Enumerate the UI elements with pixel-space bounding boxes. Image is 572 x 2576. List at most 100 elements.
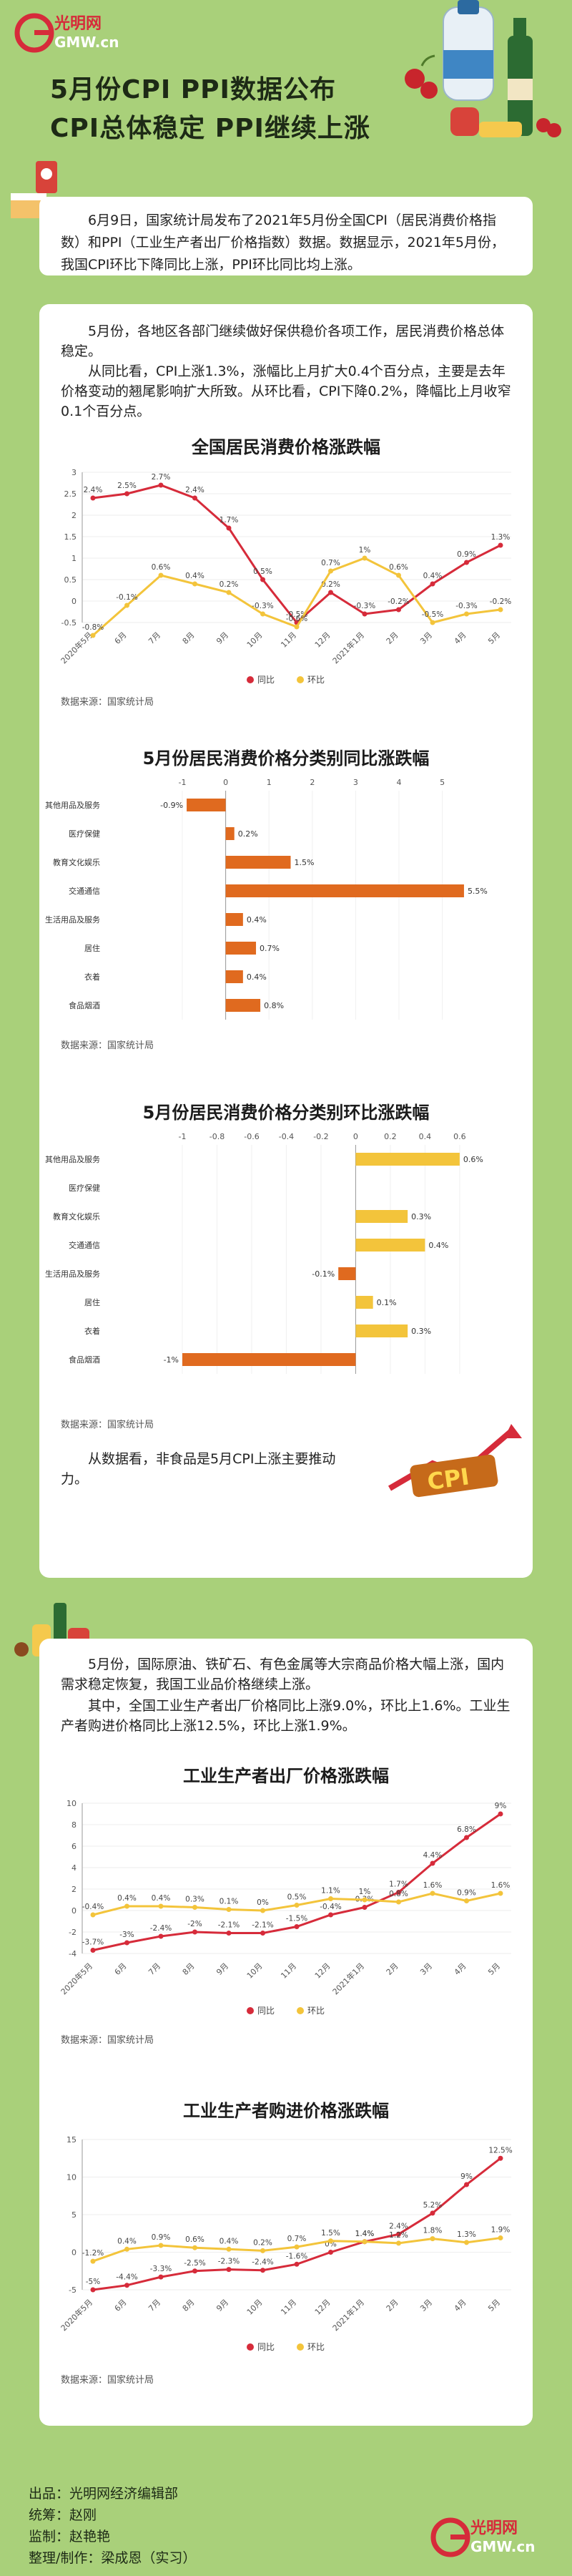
data-label: 0% (257, 1898, 269, 1907)
cpi-closing-text: 从数据看，非食品是5月CPI上涨主要推动力。 (61, 1451, 336, 1487)
legend-marker (247, 2343, 254, 2351)
y-tick-label: 0 (72, 1906, 77, 1916)
x-tick-label: -0.2 (313, 1132, 328, 1141)
data-point (192, 581, 197, 587)
x-tick-label: 6月 (113, 630, 129, 646)
category-label: 交通通信 (69, 1240, 100, 1250)
data-point (124, 602, 129, 608)
x-tick-label: -1 (179, 1132, 187, 1141)
category-label: 医疗保健 (69, 1183, 100, 1193)
bar-value-label: 0.1% (377, 1298, 397, 1307)
data-point (192, 2268, 197, 2274)
data-label: -0.5% (422, 610, 443, 619)
data-label: 1.8% (423, 2227, 443, 2235)
data-point (158, 482, 164, 488)
data-point (362, 1905, 368, 1910)
data-point (124, 491, 129, 497)
data-point (124, 1940, 129, 1946)
data-label: 0.2% (220, 580, 239, 589)
data-point (124, 2246, 129, 2252)
y-tick-label: 1 (72, 554, 77, 563)
data-label: 0.6% (389, 563, 408, 572)
cpi-para-2: 从同比看，CPI上涨1.3%，涨幅比上月扩大0.4个百分点，主要是去年价格变动的… (61, 364, 511, 419)
legend-label: 环比 (307, 2342, 325, 2352)
data-label: 0.5% (253, 567, 272, 576)
x-tick-label: 2021年1月 (330, 1961, 366, 1996)
legend-marker (247, 2007, 254, 2014)
x-tick-label: 7月 (147, 1961, 162, 1977)
data-label: 0.4% (152, 1894, 171, 1903)
data-label: 0.7% (287, 2235, 307, 2243)
y-tick-label: 6 (72, 1842, 77, 1851)
bar-value-label: 0.4% (428, 1241, 448, 1250)
x-tick-label: -1 (179, 778, 187, 787)
data-label: 0.9% (457, 1889, 476, 1898)
x-tick-label: 4月 (453, 630, 468, 646)
data-label: 12.5% (488, 2146, 512, 2155)
data-point (328, 1896, 333, 1901)
data-point (124, 2283, 129, 2288)
data-point (396, 607, 401, 613)
y-tick-label: 10 (66, 1799, 77, 1808)
data-label: 4.4% (423, 1851, 443, 1860)
x-tick-label: 6月 (113, 2298, 129, 2313)
category-label: 衣着 (84, 972, 100, 982)
x-tick-label: 3月 (418, 1961, 434, 1977)
header-decoration (400, 0, 572, 186)
y-tick-label: -4 (69, 1949, 77, 1958)
logo-cn: 光明网 (54, 15, 102, 33)
data-label: 0.5% (287, 1893, 307, 1902)
data-label: -2.3% (218, 2258, 240, 2266)
data-point (464, 1898, 469, 1903)
data-point (260, 2248, 265, 2253)
y-tick-label: 2 (72, 511, 77, 520)
data-label: 0.4% (423, 572, 443, 580)
data-label: -0.3% (354, 602, 375, 610)
data-point (226, 1907, 232, 1912)
data-label: 1% (359, 1888, 371, 1896)
data-label: 9% (495, 1802, 507, 1810)
data-point (90, 1948, 96, 1953)
data-label: -2% (187, 1920, 202, 1928)
x-tick-label: 0 (353, 1132, 358, 1141)
data-label: -3.7% (82, 1938, 104, 1947)
data-point (498, 542, 503, 548)
x-tick-label: 10月 (245, 630, 265, 650)
bar (225, 884, 464, 897)
bar-value-label: -0.9% (160, 801, 183, 810)
bar-value-label: -0.1% (312, 1269, 335, 1279)
data-point (498, 607, 503, 613)
data-point (260, 2268, 265, 2273)
cpi-badge-text: CPI (425, 1463, 471, 1496)
data-label: -0.2% (490, 597, 511, 606)
data-point (430, 620, 435, 625)
bar (182, 1353, 356, 1366)
data-point (192, 1929, 197, 1935)
data-label: -2.1% (252, 1921, 273, 1930)
cpi-para-1: 5月份，各地区各部门继续做好保供稳价各项工作，居民消费价格总体稳定。 (61, 323, 505, 359)
data-point (158, 1933, 164, 1939)
x-tick-label: 0.4 (419, 1132, 432, 1141)
data-point (158, 1903, 164, 1909)
x-tick-label: 0 (223, 778, 228, 787)
x-tick-label: 9月 (214, 2298, 230, 2313)
legend-label: 环比 (307, 675, 325, 685)
data-point (464, 2240, 469, 2245)
x-tick-label: 2020年5月 (59, 1961, 94, 1996)
data-point (294, 1924, 300, 1929)
x-tick-label: 10月 (245, 1961, 265, 1981)
bar (355, 1153, 460, 1166)
y-tick-label: 0.5 (64, 575, 77, 585)
data-point (90, 495, 96, 501)
data-point (294, 624, 300, 630)
category-label: 食品烟酒 (69, 1355, 100, 1365)
chart3-source: 数据来源：国家统计局 (61, 1420, 154, 1430)
data-point (498, 1811, 503, 1817)
data-point (294, 2244, 300, 2250)
bar (355, 1296, 373, 1309)
bar (225, 913, 243, 926)
credit-supervisor: 监制：赵艳艳 (29, 2529, 111, 2545)
data-label: 1.7% (389, 1880, 408, 1889)
data-point (294, 2261, 300, 2267)
data-label: 1.1% (321, 1887, 340, 1896)
